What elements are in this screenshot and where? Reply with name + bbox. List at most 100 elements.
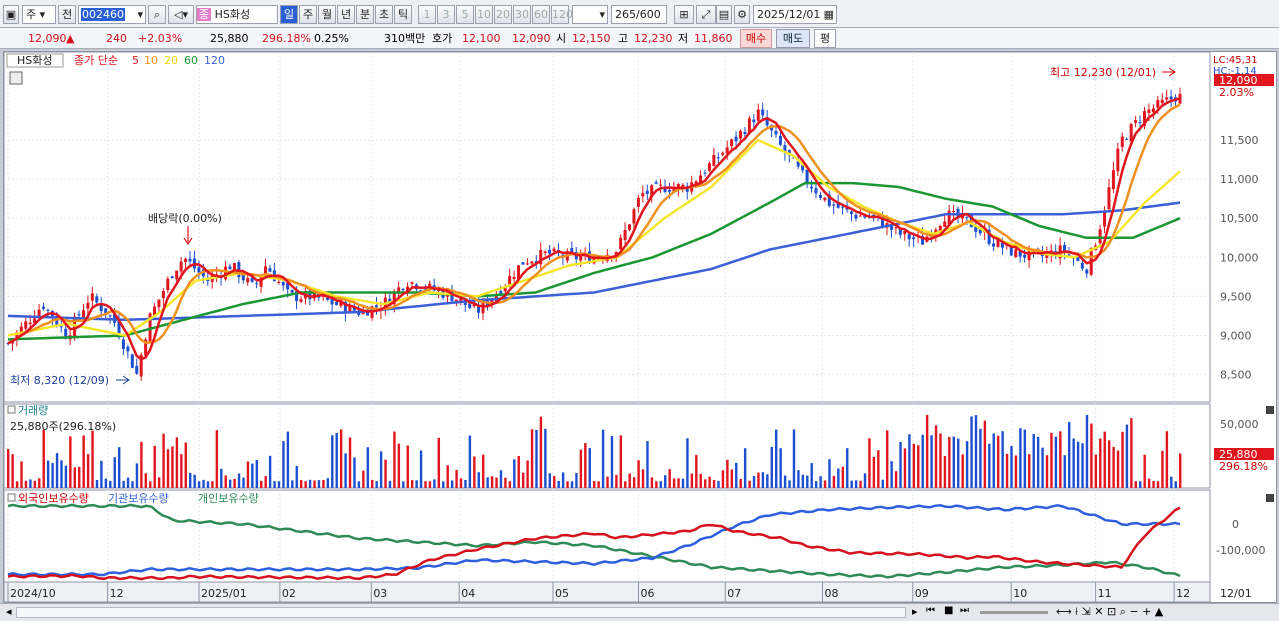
tool-icons[interactable]: ⟷ ⟊ ⇲ ✕ ⊡ ⌕ − + ▲ — [1056, 605, 1164, 618]
tab-period-4[interactable]: 분 — [356, 5, 374, 24]
candle-body — [326, 296, 330, 300]
eval-button[interactable]: 평 — [814, 29, 836, 48]
volume-bar — [757, 472, 760, 488]
candle-body — [250, 277, 254, 282]
candle-body — [525, 263, 529, 265]
volume-bar — [650, 477, 654, 488]
candle-body — [752, 119, 756, 123]
volume-bar — [64, 465, 68, 488]
volume-bar — [748, 480, 751, 488]
tab-interval-3[interactable]: 3 — [437, 5, 455, 24]
stock-name-field[interactable]: 종 HS화성 — [196, 5, 278, 24]
volume-bar — [273, 481, 276, 488]
volume-bar — [868, 438, 871, 488]
volume-panel-close-icon[interactable] — [1266, 406, 1274, 414]
tab-interval-120[interactable]: 120 — [551, 5, 573, 24]
open-label: 시 — [556, 32, 567, 45]
date-field[interactable]: 2025/12/01 ▦ — [753, 5, 837, 24]
tab-interval-20[interactable]: 20 — [494, 5, 512, 24]
time-tick: 11 — [1098, 587, 1112, 600]
volume-bar — [535, 429, 538, 488]
candle-body — [650, 185, 654, 198]
bid-price-1: 12,100 — [462, 32, 501, 45]
volume-bar — [180, 454, 183, 488]
volume-bar — [899, 441, 902, 488]
tab-interval-60[interactable]: 60 — [532, 5, 550, 24]
tab-period-1[interactable]: 주 — [299, 5, 317, 24]
chart-settings-icon[interactable]: ⊞ — [674, 5, 694, 24]
code-input[interactable]: 002460 ▾ — [78, 5, 146, 24]
tab-interval-1[interactable]: 1 — [418, 5, 436, 24]
candle-body — [99, 303, 103, 312]
volume-bar — [1152, 481, 1155, 488]
volume-bar — [335, 432, 338, 488]
volume-bar — [264, 476, 267, 488]
volume-bar — [854, 480, 858, 488]
scroll-left-icon[interactable]: ◂ — [6, 605, 12, 618]
candle-body — [108, 315, 112, 317]
tab-interval-30[interactable]: 30 — [513, 5, 531, 24]
candle-body — [636, 197, 640, 207]
volume-bar — [82, 435, 85, 488]
price-tick: 11,500 — [1220, 134, 1259, 147]
volume-bar — [157, 477, 161, 488]
interval-select[interactable]: ▾ — [572, 5, 608, 24]
tab-period-3[interactable]: 년 — [337, 5, 355, 24]
scroll-bar[interactable]: ◂ ▸ ⏮ ■ ⏭ ⟷ ⟊ ⇲ ✕ ⊡ ⌕ − + ▲ — [0, 603, 1279, 621]
candle-body — [889, 225, 893, 230]
save-icon[interactable]: ▤ — [716, 5, 732, 24]
market-select[interactable]: 주 ▾ — [22, 5, 56, 24]
volume-bar — [450, 480, 454, 488]
stop-icon[interactable]: ■ — [944, 605, 954, 616]
volume-bar — [1036, 436, 1040, 488]
candle-body — [397, 287, 401, 294]
volume-bar — [428, 481, 432, 488]
layout-icon[interactable]: ▣ — [3, 5, 19, 24]
sell-button[interactable]: 매도 — [776, 29, 810, 48]
table-icon[interactable] — [9, 71, 23, 85]
stock-chart[interactable]: 11,50011,00010,50010,0009,5009,0008,500 … — [3, 51, 1278, 604]
tab-interval-10[interactable]: 10 — [475, 5, 493, 24]
candle-body — [508, 275, 512, 287]
volume-value: 25,880 — [210, 32, 249, 45]
tab-period-2[interactable]: 월 — [318, 5, 336, 24]
last-page-icon[interactable]: ⏭ — [960, 605, 969, 616]
count-field[interactable]: 265/600 — [611, 5, 667, 24]
volume-bar — [846, 448, 849, 488]
candle-body — [299, 299, 303, 302]
volume-bar — [91, 430, 94, 488]
tab-period-0[interactable]: 일 — [280, 5, 298, 24]
zoom-slider[interactable] — [980, 611, 1048, 614]
tab-period-6[interactable]: 틱 — [394, 5, 412, 24]
candle-body — [241, 274, 245, 281]
volume-bar — [149, 481, 152, 488]
volume-bar — [859, 480, 862, 488]
zoom-icon[interactable]: ⤢ — [696, 5, 716, 24]
gear-icon[interactable]: ⚙ — [734, 5, 750, 24]
search-icon[interactable]: ⌕ — [148, 5, 166, 24]
buy-button[interactable]: 매수 — [740, 29, 772, 48]
candle-body — [90, 293, 94, 301]
scroll-track[interactable] — [16, 607, 906, 618]
scroll-right-icon[interactable]: ▸ — [912, 605, 918, 618]
chart-area[interactable]: 11,500 11,000 10,500 10,000 9,500 9,000 8,500 … — [3, 51, 1277, 603]
volume-bar — [965, 441, 969, 488]
volume-bar — [1147, 478, 1151, 488]
candle-body — [543, 251, 547, 253]
tab-period-5[interactable]: 초 — [375, 5, 393, 24]
volume-bar — [442, 481, 445, 488]
candle-body — [335, 302, 339, 305]
volume-bar — [171, 446, 174, 488]
volume-bar — [823, 480, 827, 488]
holdings-panel-close-icon[interactable] — [1266, 494, 1274, 502]
volume-panel-icon[interactable] — [7, 405, 16, 414]
volume-bar — [699, 473, 702, 488]
first-page-icon[interactable]: ⏮ — [926, 605, 935, 616]
price-toggle[interactable]: 전 — [58, 5, 76, 24]
candle-body — [374, 305, 378, 308]
volume-readout: 25,880주(296.18%) — [10, 420, 116, 433]
volume-bar — [20, 461, 23, 488]
tab-interval-5[interactable]: 5 — [456, 5, 474, 24]
sound-icon[interactable]: ◁▾ — [168, 5, 194, 24]
holdings-panel-icon[interactable] — [7, 493, 16, 502]
